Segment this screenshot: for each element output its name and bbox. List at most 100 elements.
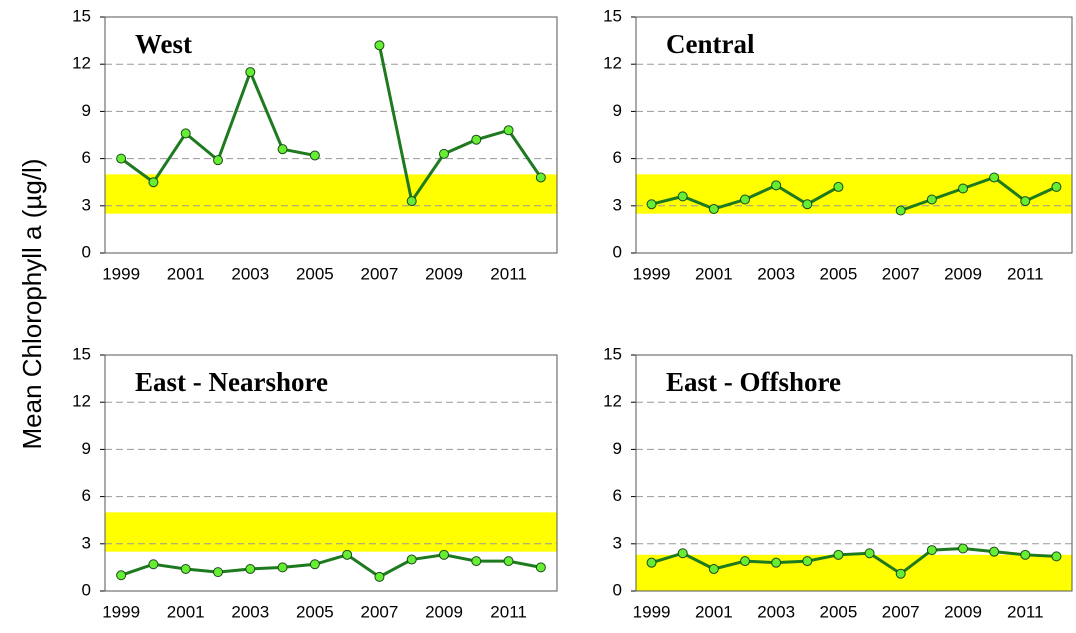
data-point bbox=[833, 549, 844, 560]
data-point bbox=[771, 557, 782, 568]
x-tick-label: 1999 bbox=[633, 264, 671, 283]
x-tick-label: 1999 bbox=[102, 602, 140, 621]
y-tick-label: 15 bbox=[603, 6, 622, 25]
data-point bbox=[406, 554, 417, 565]
data-point bbox=[677, 548, 688, 559]
data-point bbox=[148, 559, 159, 570]
x-tick-label: 2001 bbox=[695, 602, 733, 621]
data-point bbox=[1020, 196, 1031, 207]
data-point bbox=[989, 172, 1000, 183]
y-axis-label: Mean Chlorophyll a (µg/l) bbox=[17, 159, 47, 450]
data-point bbox=[245, 563, 256, 574]
target-band bbox=[105, 174, 557, 214]
panel-title: West bbox=[135, 29, 192, 59]
x-tick-label: 2009 bbox=[425, 602, 463, 621]
y-tick-label: 12 bbox=[603, 392, 622, 411]
x-tick-label: 2005 bbox=[296, 264, 334, 283]
data-point bbox=[677, 191, 688, 202]
data-point bbox=[895, 568, 906, 579]
data-line bbox=[651, 547, 1057, 576]
y-tick-label: 15 bbox=[72, 344, 91, 363]
data-point bbox=[771, 180, 782, 191]
data-point bbox=[926, 545, 937, 556]
data-point bbox=[277, 562, 288, 573]
data-point bbox=[503, 556, 514, 567]
x-tick-label: 2009 bbox=[425, 264, 463, 283]
y-tick-label: 9 bbox=[82, 439, 91, 458]
x-tick-label: 2007 bbox=[361, 264, 399, 283]
data-point bbox=[708, 563, 719, 574]
x-tick-label: 1999 bbox=[633, 602, 671, 621]
y-tick-label: 12 bbox=[603, 54, 622, 73]
y-tick-label: 9 bbox=[613, 439, 622, 458]
data-point bbox=[471, 134, 482, 145]
y-tick-label: 0 bbox=[82, 242, 91, 261]
data-point bbox=[1020, 549, 1031, 560]
x-tick-label: 2011 bbox=[1007, 264, 1044, 283]
data-point bbox=[116, 570, 127, 581]
data-point bbox=[503, 125, 514, 136]
target-band bbox=[105, 512, 557, 552]
data-point bbox=[1051, 181, 1062, 192]
data-point bbox=[309, 150, 320, 161]
x-tick-label: 2011 bbox=[1007, 602, 1044, 621]
data-point bbox=[439, 549, 449, 560]
panel-title: East - Nearshore bbox=[135, 367, 328, 397]
x-tick-label: 2003 bbox=[757, 264, 795, 283]
data-point bbox=[342, 549, 353, 560]
data-point bbox=[740, 556, 750, 567]
x-tick-label: 2009 bbox=[944, 602, 982, 621]
data-point bbox=[471, 556, 482, 567]
plot-frame bbox=[635, 16, 1073, 254]
data-point bbox=[535, 562, 546, 573]
panel-title: East - Offshore bbox=[666, 367, 841, 397]
data-point bbox=[406, 196, 417, 207]
data-point bbox=[180, 563, 191, 574]
panel-title: Central bbox=[666, 29, 755, 59]
x-tick-label: 2007 bbox=[361, 602, 399, 621]
plot-frame bbox=[104, 16, 558, 254]
data-point bbox=[958, 183, 968, 194]
y-tick-label: 6 bbox=[613, 486, 622, 505]
x-tick-label: 2005 bbox=[820, 264, 858, 283]
x-tick-label: 2005 bbox=[296, 602, 334, 621]
y-tick-label: 6 bbox=[82, 148, 91, 167]
y-tick-label: 6 bbox=[82, 486, 91, 505]
data-point bbox=[213, 567, 223, 578]
x-tick-label: 2005 bbox=[820, 602, 858, 621]
data-point bbox=[439, 148, 449, 159]
data-point bbox=[646, 199, 657, 210]
y-tick-label: 0 bbox=[613, 580, 622, 599]
x-tick-label: 2003 bbox=[757, 602, 795, 621]
y-tick-label: 0 bbox=[82, 580, 91, 599]
data-point bbox=[374, 571, 385, 582]
y-tick-label: 9 bbox=[82, 101, 91, 120]
data-point bbox=[535, 172, 546, 183]
data-point bbox=[740, 194, 750, 205]
x-tick-label: 2007 bbox=[882, 602, 920, 621]
target-band bbox=[636, 554, 1072, 591]
y-tick-label: 0 bbox=[613, 242, 622, 261]
x-tick-label: 2011 bbox=[490, 602, 527, 621]
data-point bbox=[148, 177, 159, 188]
y-tick-label: 15 bbox=[72, 6, 91, 25]
y-tick-label: 3 bbox=[82, 533, 91, 552]
data-point bbox=[895, 205, 906, 216]
x-tick-label: 1999 bbox=[102, 264, 140, 283]
data-point bbox=[833, 181, 844, 192]
data-line bbox=[120, 553, 542, 579]
data-point bbox=[926, 194, 937, 205]
y-tick-label: 15 bbox=[603, 344, 622, 363]
target-band bbox=[636, 174, 1072, 214]
data-point bbox=[864, 548, 875, 559]
data-point bbox=[989, 546, 1000, 557]
x-tick-label: 2009 bbox=[944, 264, 982, 283]
data-point bbox=[708, 203, 719, 214]
data-point bbox=[213, 155, 223, 166]
data-point bbox=[180, 128, 191, 139]
data-point bbox=[277, 144, 288, 155]
plot-frame bbox=[104, 354, 558, 592]
y-tick-label: 3 bbox=[613, 533, 622, 552]
y-tick-label: 6 bbox=[613, 148, 622, 167]
